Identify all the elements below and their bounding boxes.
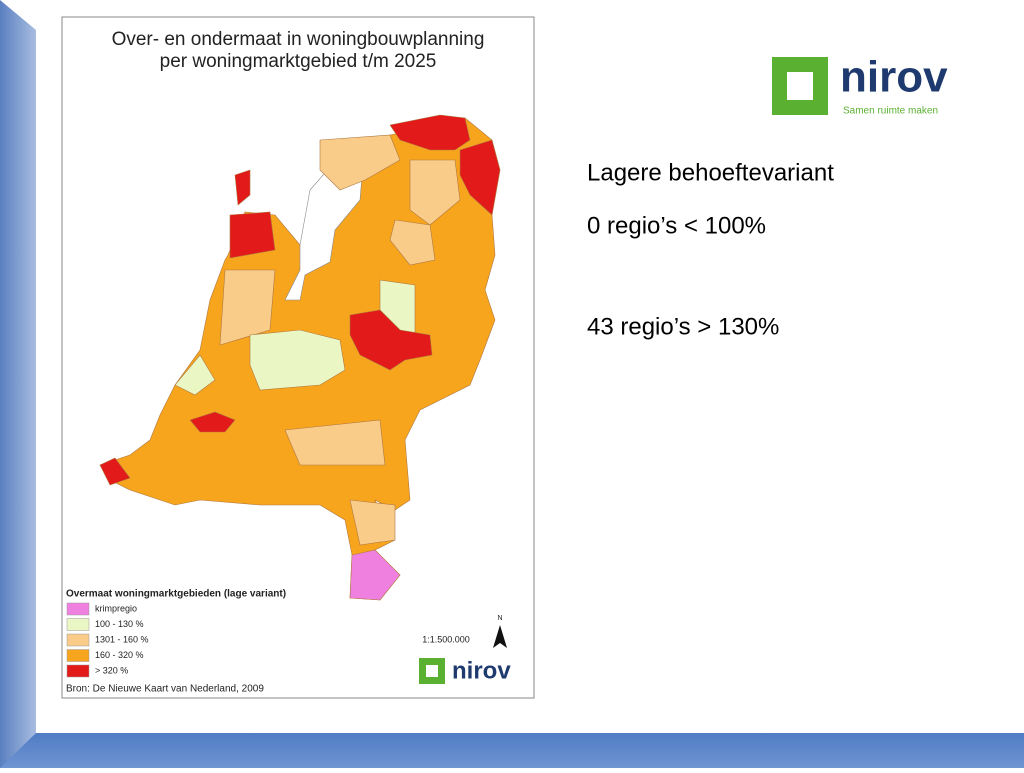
legend-title: Overmaat woningmarktgebieden (lage varia… xyxy=(66,589,286,600)
heading: Lagere behoeftevariant xyxy=(587,159,834,186)
text-line: 43 regio’s > 130% xyxy=(587,313,779,340)
legend-label: krimpregio xyxy=(95,603,137,613)
map-title: per woningmarktgebied t/m 2025 xyxy=(160,51,437,72)
legend-swatch xyxy=(66,649,90,662)
map-source: Bron: De Nieuwe Kaart van Nederland, 200… xyxy=(66,684,264,695)
legend-swatch xyxy=(66,633,90,647)
north-label: N xyxy=(497,615,502,622)
map xyxy=(99,114,501,601)
map-scale: 1:1.500.000 xyxy=(422,634,470,644)
side-stripe xyxy=(0,0,36,768)
logo-square-inner xyxy=(787,72,813,100)
logo-square-inner xyxy=(426,665,438,677)
legend-swatch xyxy=(66,602,90,616)
logo-tagline: Samen ruimte maken xyxy=(843,106,938,117)
logo-name: nirov xyxy=(840,53,948,102)
legend-label: 1301 - 160 % xyxy=(95,634,149,644)
legend-label: 160 - 320 % xyxy=(95,650,144,660)
north-arrow xyxy=(493,625,507,648)
map-logo: nirov xyxy=(452,657,511,684)
legend-label: 100 - 130 % xyxy=(95,619,144,629)
legend: krimpregio 100 - 130 % 1301 - 160 % 160 - 3… xyxy=(66,602,149,678)
legend-swatch xyxy=(66,618,90,631)
bottom-stripe xyxy=(0,733,1024,768)
legend-label: > 320 % xyxy=(95,665,128,675)
text-line: 0 regio’s < 100% xyxy=(587,212,766,239)
map-title: Over- en ondermaat in woningbouwplanning xyxy=(112,29,485,50)
legend-swatch xyxy=(66,664,90,678)
